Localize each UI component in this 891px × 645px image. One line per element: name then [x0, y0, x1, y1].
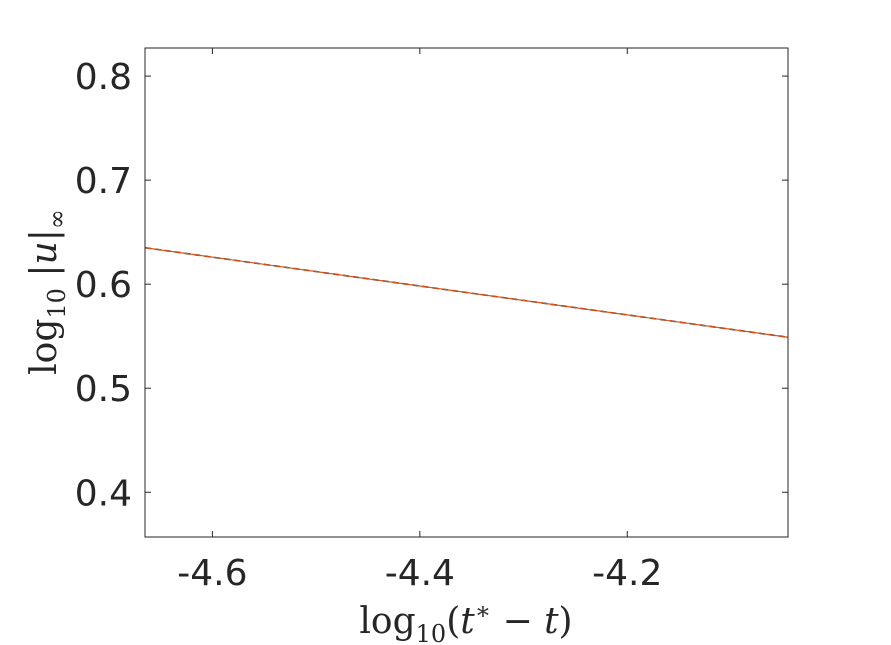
- x-tick-label: -4.4: [385, 553, 455, 594]
- tick-layer: -4.6 -4.4 -4.2 0.4 0.5 0.6 0.7 0.8: [75, 48, 788, 594]
- axes-box: [144, 47, 789, 538]
- x-axis-label: log10(t∗ − t): [359, 597, 572, 645]
- y-tick-label: 0.5: [75, 369, 132, 410]
- y-tick-label: 0.6: [75, 265, 132, 306]
- x-tick-label: -4.2: [592, 553, 662, 594]
- series-line-2: [144, 247, 789, 338]
- y-axis-label: log10 |u|∞: [24, 209, 71, 375]
- y-tick-label: 0.7: [75, 161, 132, 202]
- y-tick-label: 0.8: [75, 57, 132, 98]
- x-tick-label: -4.6: [177, 553, 247, 594]
- series-layer: [144, 246, 789, 339]
- y-tick-label: 0.4: [75, 473, 132, 514]
